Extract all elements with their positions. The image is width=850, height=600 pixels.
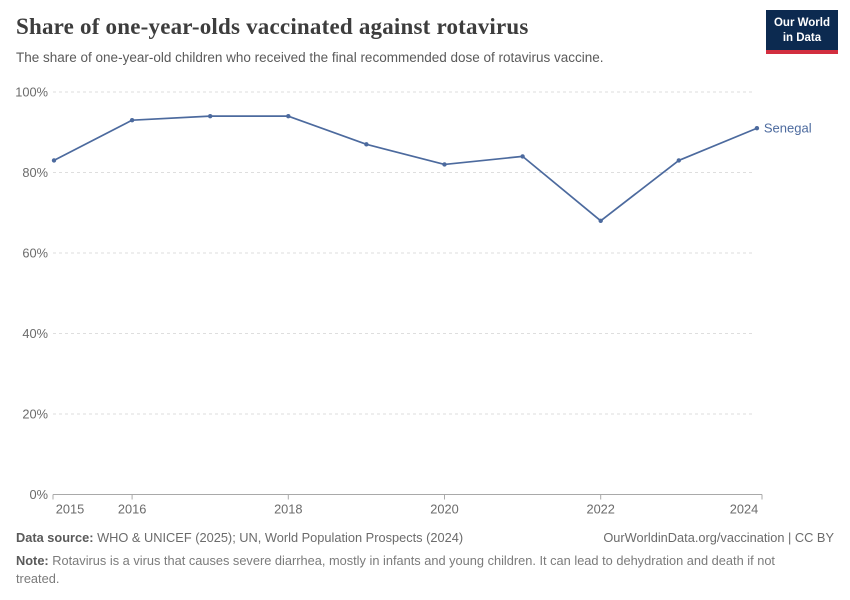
y-axis-tick-label: 80%: [22, 165, 48, 180]
x-axis-tick-label: 2022: [586, 502, 614, 517]
chart-footer: Data source: WHO & UNICEF (2025); UN, Wo…: [16, 529, 834, 589]
attribution-link[interactable]: OurWorldinData.org/vaccination | CC BY: [603, 530, 834, 545]
series-line[interactable]: [53, 115, 758, 222]
source-row: Data source: WHO & UNICEF (2025); UN, Wo…: [16, 529, 834, 548]
series-label: Senegal: [764, 121, 812, 136]
x-axis-tick-label: 2018: [274, 502, 302, 517]
y-axis-tick-label: 0%: [30, 487, 49, 502]
chart-subtitle: The share of one-year-old children who r…: [16, 50, 604, 65]
data-point[interactable]: [129, 117, 135, 123]
data-point[interactable]: [676, 158, 681, 163]
owid-logo-line1: Our World: [773, 17, 830, 29]
data-source: Data source: WHO & UNICEF (2025); UN, Wo…: [16, 529, 463, 548]
owid-logo-line2: in Data: [782, 31, 822, 44]
data-point[interactable]: [442, 162, 447, 167]
data-point[interactable]: [520, 154, 525, 159]
y-axis-tick-label: 20%: [22, 407, 48, 422]
note-text: Rotavirus is a virus that causes severe …: [16, 552, 775, 587]
x-axis-tick-label: 2016: [118, 502, 146, 517]
y-axis-tick-label: 60%: [22, 246, 48, 261]
data-point[interactable]: [51, 158, 57, 163]
x-axis-tick-label: 2015: [56, 502, 84, 517]
y-axis-tick-label: 40%: [22, 326, 48, 341]
data-source-text: WHO & UNICEF (2025); UN, World Populatio…: [97, 530, 464, 545]
data-point[interactable]: [364, 142, 369, 147]
x-axis-tick-label: 2020: [430, 502, 458, 517]
data-point[interactable]: [286, 113, 291, 119]
chart-note: Note: Rotavirus is a virus that causes s…: [16, 552, 784, 589]
data-point[interactable]: [598, 218, 603, 223]
data-source-label: Data source:: [16, 530, 94, 545]
data-point[interactable]: [208, 113, 213, 119]
owid-logo[interactable]: Our World in Data: [765, 10, 838, 54]
note-label: Note:: [16, 552, 49, 568]
y-axis-tick-label: 100%: [15, 85, 48, 100]
data-point[interactable]: [754, 126, 760, 131]
page-title: Share of one-year-olds vaccinated agains…: [16, 14, 529, 39]
x-axis-tick-label: 2024: [730, 502, 758, 517]
